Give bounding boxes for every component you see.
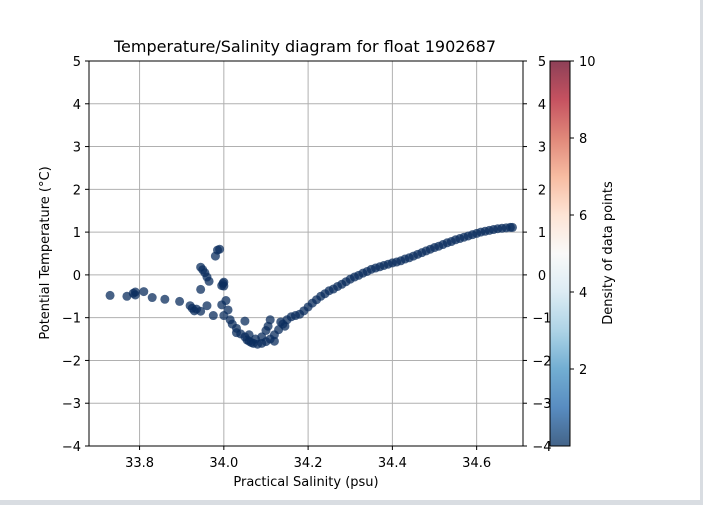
y-axis-label: Potential Temperature (°C) [38,166,53,339]
data-point [219,311,229,321]
plot-frame [88,60,524,447]
y-tick-label-left: 3 [73,141,81,156]
y-tick-label-right: −1 [532,312,551,327]
y-tick-label-left: 1 [73,226,81,241]
y-tick-label-left: −3 [62,397,81,412]
data-point [244,330,254,340]
data-point [160,294,170,304]
data-point [250,334,260,344]
colorbar-tick-label: 2 [579,363,587,378]
y-tick-label-left: 0 [73,269,81,284]
y-tick-label-left: −2 [62,354,81,369]
data-point [231,328,241,338]
data-point [215,244,225,254]
y-tick-label-right: 4 [538,98,546,113]
y-tick-label-right: 2 [538,183,546,198]
colorbar-tick-label: 8 [579,132,587,147]
data-point [204,276,214,286]
x-axis-label: Practical Salinity (psu) [233,475,378,490]
x-tick-label: 34.0 [209,456,238,471]
data-point [130,290,140,300]
y-tick-label-right: −2 [532,354,551,369]
data-point [175,296,185,306]
y-tick-label-right: 5 [538,55,546,70]
colorbar-label: Density of data points [601,181,616,325]
y-tick-label-right: −3 [532,397,551,412]
y-tick-label-right: 3 [538,141,546,156]
data-point [261,326,271,335]
data-point [265,315,275,325]
x-tick-label: 33.8 [125,456,154,471]
colorbar-tick-label: 6 [579,209,587,224]
data-point [147,293,157,303]
data-point [280,321,290,331]
data-point [196,284,206,294]
x-axis-ticks: 33.8 34.0 34.2 34.4 34.6 [125,446,491,471]
data-point [202,301,212,311]
colorbar-ticks: 2 4 6 8 10 [570,55,596,378]
colorbar-tick-label: 10 [579,55,596,70]
y-tick-label-left: −4 [62,440,81,455]
y-tick-label-left: −1 [62,312,81,327]
data-point [208,311,218,321]
y-axis-ticks-right: −4 −3 −2 −1 0 1 2 3 4 5 [523,55,552,455]
colorbar-tick-label: 4 [579,286,587,301]
data-point [105,290,115,300]
x-tick-label: 34.2 [294,456,323,471]
data-point [507,222,517,232]
y-tick-label-right: 1 [538,226,546,241]
data-point [196,306,206,316]
grid-lines [89,60,523,447]
data-point [219,277,229,287]
x-tick-label: 34.4 [378,456,407,471]
chart-title: Temperature/Salinity diagram for float 1… [113,37,496,56]
data-point [240,316,250,326]
data-point [221,296,231,306]
data-point [269,336,279,346]
y-tick-label-right: 0 [538,269,546,284]
y-tick-label-left: 5 [73,55,81,70]
colorbar [549,60,571,447]
y-tick-label-left: 2 [73,183,81,198]
y-tick-label-right: −4 [532,440,551,455]
data-points [105,222,517,349]
x-tick-label: 34.6 [462,456,491,471]
data-point [139,287,149,297]
y-axis-ticks-left: −4 −3 −2 −1 0 1 2 3 4 5 [62,55,89,455]
y-tick-label-left: 4 [73,98,81,113]
